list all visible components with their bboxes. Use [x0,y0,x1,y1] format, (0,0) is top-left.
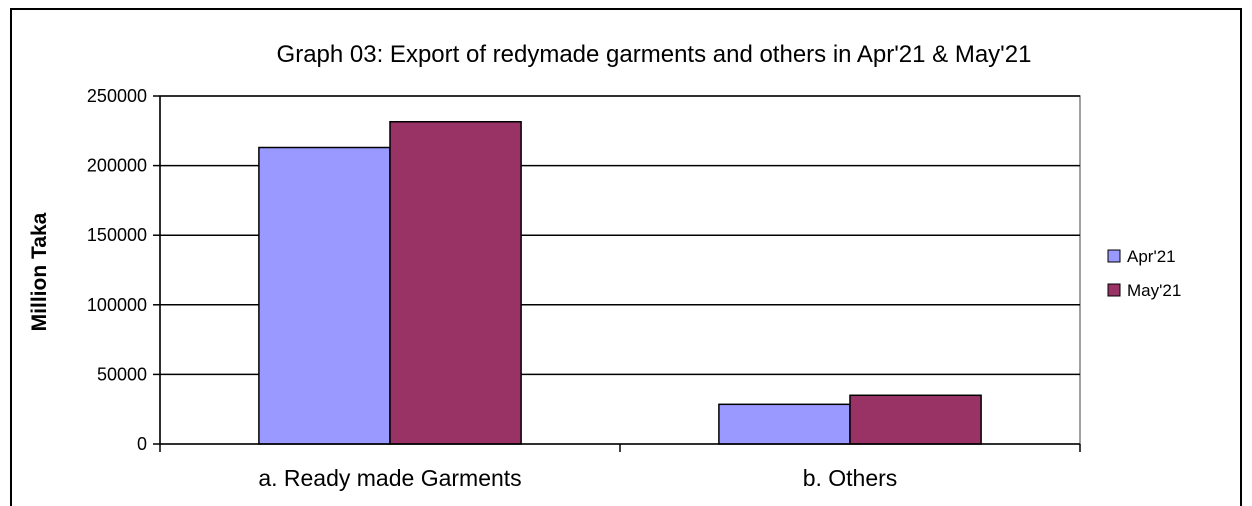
bar [258,146,391,445]
y-tick-label: 0 [137,434,147,454]
y-axis-label: Million Taka [28,212,51,331]
y-tick-label: 250000 [87,86,147,106]
bars [258,121,982,445]
legend-swatch [1107,249,1121,263]
bar [389,121,522,445]
chart-frame [10,8,1242,506]
x-tick-label: b. Others [803,465,898,491]
y-tick-label: 150000 [87,225,147,245]
y-tick-label: 50000 [97,364,147,384]
legend-label: Apr'21 [1127,247,1176,266]
bar [718,403,851,445]
axes: 0 50000 100000 150000 200000 250000 a. Ready m… [87,86,1081,491]
chart-title: Graph 03: Export of redymade garments an… [277,41,1032,68]
y-tick-label: 200000 [87,156,147,176]
x-tick-label: a. Ready made Garments [258,465,521,491]
legend-swatch [1107,283,1121,297]
legend: Apr'21 May'21 [1107,247,1181,300]
bar [849,394,982,445]
legend-label: May'21 [1127,281,1181,300]
y-tick-label: 100000 [87,295,147,315]
